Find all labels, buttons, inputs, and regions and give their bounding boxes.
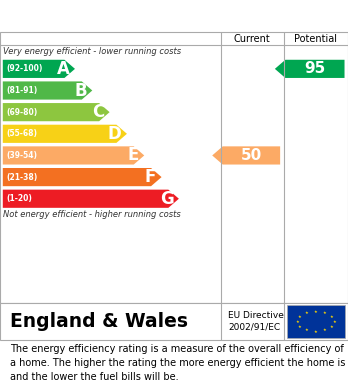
Polygon shape [3,81,92,100]
Text: Energy Efficiency Rating: Energy Efficiency Rating [50,7,298,25]
Text: The energy efficiency rating is a measure of the overall efficiency of a home. T: The energy efficiency rating is a measur… [10,344,346,382]
Text: 50: 50 [241,148,262,163]
Text: EU Directive
2002/91/EC: EU Directive 2002/91/EC [228,311,284,332]
Bar [287,305,345,338]
Text: ★: ★ [314,310,318,314]
Polygon shape [3,168,161,186]
Text: Potential: Potential [294,34,337,43]
Text: ★: ★ [332,319,336,324]
Polygon shape [212,146,280,165]
Text: F: F [145,168,156,186]
Text: Very energy efficient - lower running costs: Very energy efficient - lower running co… [3,47,182,56]
Text: (55-68): (55-68) [6,129,37,138]
Text: (69-80): (69-80) [6,108,38,117]
Text: ★: ★ [330,325,334,328]
Text: Current: Current [234,34,271,43]
Text: ★: ★ [298,325,302,328]
Text: (81-91): (81-91) [6,86,38,95]
Text: ★: ★ [330,315,334,319]
Text: ★: ★ [323,311,327,315]
Polygon shape [3,60,75,78]
Polygon shape [275,60,345,78]
Text: G: G [160,190,174,208]
Polygon shape [3,146,144,165]
Text: E: E [128,147,139,165]
Text: England & Wales: England & Wales [10,312,188,331]
Text: ★: ★ [314,330,318,334]
Text: ★: ★ [323,328,327,332]
Polygon shape [3,190,179,208]
Text: ★: ★ [295,319,299,324]
Text: ★: ★ [305,328,308,332]
Text: D: D [108,125,122,143]
Text: ★: ★ [305,311,308,315]
Text: (92-100): (92-100) [6,65,43,74]
Polygon shape [3,103,110,121]
Text: (1-20): (1-20) [6,194,32,203]
Text: Not energy efficient - higher running costs: Not energy efficient - higher running co… [3,210,181,219]
Text: 95: 95 [304,61,326,76]
Text: ★: ★ [298,315,302,319]
Polygon shape [3,125,127,143]
Text: (21-38): (21-38) [6,172,38,181]
Text: C: C [92,103,104,121]
Text: B: B [74,81,87,99]
Text: (39-54): (39-54) [6,151,37,160]
Text: A: A [57,60,70,78]
